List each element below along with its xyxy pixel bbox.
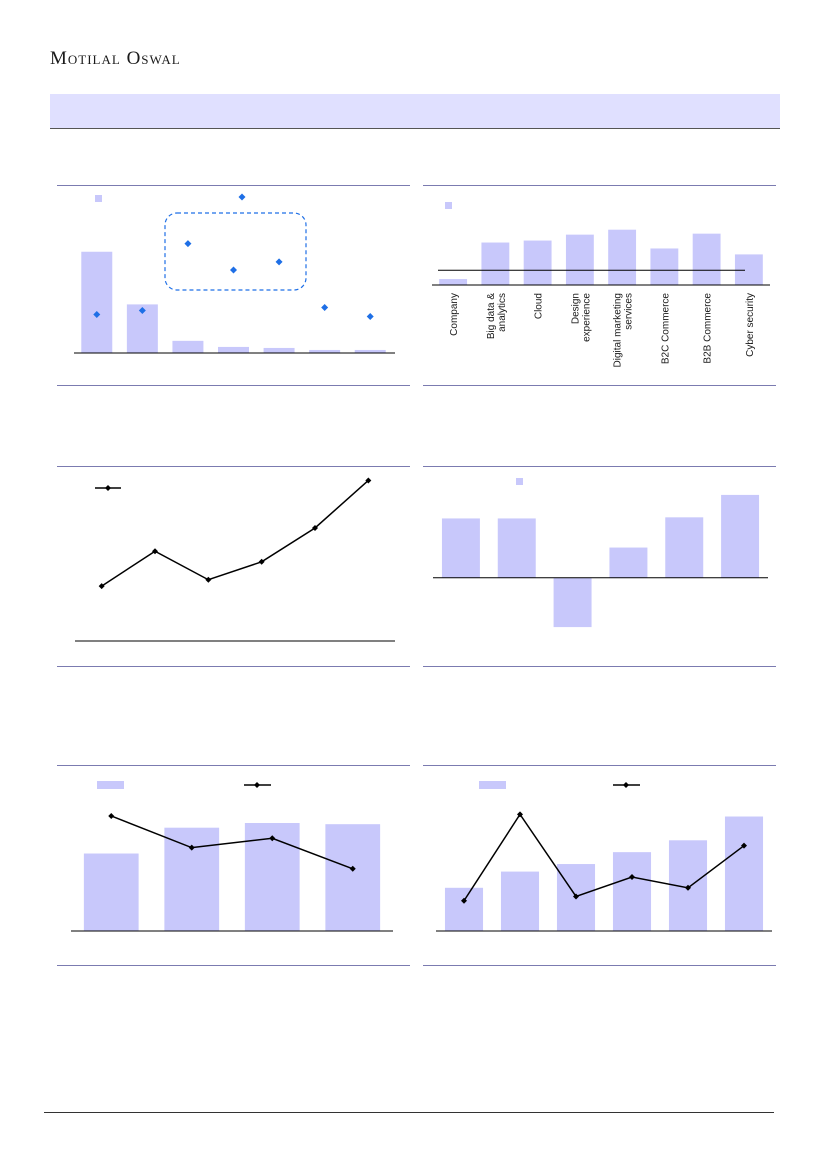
line-point bbox=[629, 874, 635, 880]
line-point bbox=[205, 576, 212, 583]
scatter-point bbox=[275, 258, 283, 266]
panel-rule bbox=[423, 965, 776, 966]
panel-rule bbox=[57, 385, 410, 386]
bar bbox=[444, 887, 484, 931]
bar bbox=[692, 233, 721, 285]
bar bbox=[83, 853, 139, 931]
line-point bbox=[741, 842, 747, 849]
x-tick-label: Cloud bbox=[534, 293, 545, 319]
bar bbox=[164, 827, 220, 931]
chart-6 bbox=[436, 781, 772, 932]
bar bbox=[439, 279, 468, 285]
bar bbox=[724, 816, 764, 931]
line-point bbox=[573, 893, 579, 900]
legend-swatch bbox=[97, 781, 124, 789]
bar bbox=[523, 240, 552, 285]
scatter-point bbox=[230, 266, 237, 274]
line-point bbox=[108, 812, 115, 819]
section-banner bbox=[50, 94, 780, 129]
legend-swatch bbox=[95, 195, 102, 202]
series-line bbox=[110, 815, 354, 870]
panel-rule bbox=[57, 765, 410, 766]
legend-swatch bbox=[516, 478, 523, 485]
bar bbox=[612, 852, 652, 931]
highlight-box bbox=[164, 212, 307, 291]
x-tick-label: B2B Commerce bbox=[703, 293, 714, 364]
panel-rule bbox=[57, 666, 410, 667]
bar bbox=[325, 824, 381, 931]
x-tick-label: Digital marketing bbox=[613, 293, 624, 367]
bar bbox=[609, 547, 648, 578]
footer-rule bbox=[44, 1112, 774, 1113]
bar bbox=[500, 871, 540, 931]
bar bbox=[354, 349, 386, 353]
scatter-point bbox=[93, 311, 101, 319]
legend-swatch bbox=[445, 202, 452, 209]
line-point bbox=[269, 835, 276, 842]
scatter-point bbox=[321, 303, 329, 311]
line-point bbox=[152, 548, 158, 555]
x-tick-label: experience bbox=[581, 293, 592, 342]
scatter-point bbox=[184, 240, 192, 248]
panel-rule bbox=[423, 666, 776, 667]
chart-4 bbox=[433, 478, 768, 628]
x-tick-label: analytics bbox=[497, 293, 508, 332]
chart-3 bbox=[75, 477, 395, 642]
x-tick-label: Cyber security bbox=[745, 293, 756, 357]
panel-rule bbox=[423, 385, 776, 386]
line-point bbox=[98, 583, 105, 590]
series-line bbox=[463, 813, 745, 902]
bar bbox=[553, 577, 592, 628]
panel-rule bbox=[423, 185, 776, 186]
legend-marker bbox=[238, 193, 246, 201]
bar bbox=[172, 340, 204, 353]
x-tick-label: services bbox=[624, 293, 635, 330]
bar bbox=[665, 517, 704, 578]
bar bbox=[721, 494, 760, 578]
panel-rule bbox=[423, 466, 776, 467]
x-tick-label: Company bbox=[449, 293, 460, 336]
legend-marker bbox=[623, 782, 629, 788]
panel-rule bbox=[57, 466, 410, 467]
panel-rule bbox=[57, 965, 410, 966]
legend-swatch bbox=[479, 781, 506, 789]
line-point bbox=[685, 884, 691, 891]
line-point bbox=[365, 477, 372, 484]
line-point bbox=[349, 865, 356, 872]
chart-2: Company Big data & analytics Cloud Design exp… bbox=[432, 202, 770, 367]
chart-5 bbox=[71, 781, 393, 932]
line-point bbox=[517, 811, 523, 818]
bar bbox=[81, 251, 113, 353]
bar bbox=[650, 248, 679, 285]
bar bbox=[497, 518, 536, 578]
x-tick-label: B2C Commerce bbox=[660, 293, 671, 365]
scatter-point bbox=[366, 313, 374, 321]
chart-1 bbox=[74, 193, 395, 354]
x-tick-label: Design bbox=[570, 293, 581, 324]
legend-marker bbox=[105, 485, 111, 491]
line-point bbox=[312, 524, 318, 531]
bar bbox=[309, 349, 341, 353]
bar bbox=[441, 518, 480, 578]
line-point bbox=[258, 558, 265, 565]
brand-logo: Motilal Oswal bbox=[50, 48, 181, 69]
line-point bbox=[188, 844, 195, 851]
bar bbox=[608, 229, 637, 285]
line-point bbox=[461, 897, 467, 904]
bar bbox=[218, 346, 249, 353]
bar bbox=[263, 347, 295, 353]
panel-rule bbox=[57, 185, 410, 186]
bar bbox=[565, 234, 594, 285]
panel-rule bbox=[423, 765, 776, 766]
scatter-point bbox=[138, 306, 146, 314]
legend-marker bbox=[254, 782, 260, 788]
x-tick-label: Big data & bbox=[486, 293, 497, 339]
series-line bbox=[101, 479, 369, 587]
bar bbox=[481, 242, 510, 285]
